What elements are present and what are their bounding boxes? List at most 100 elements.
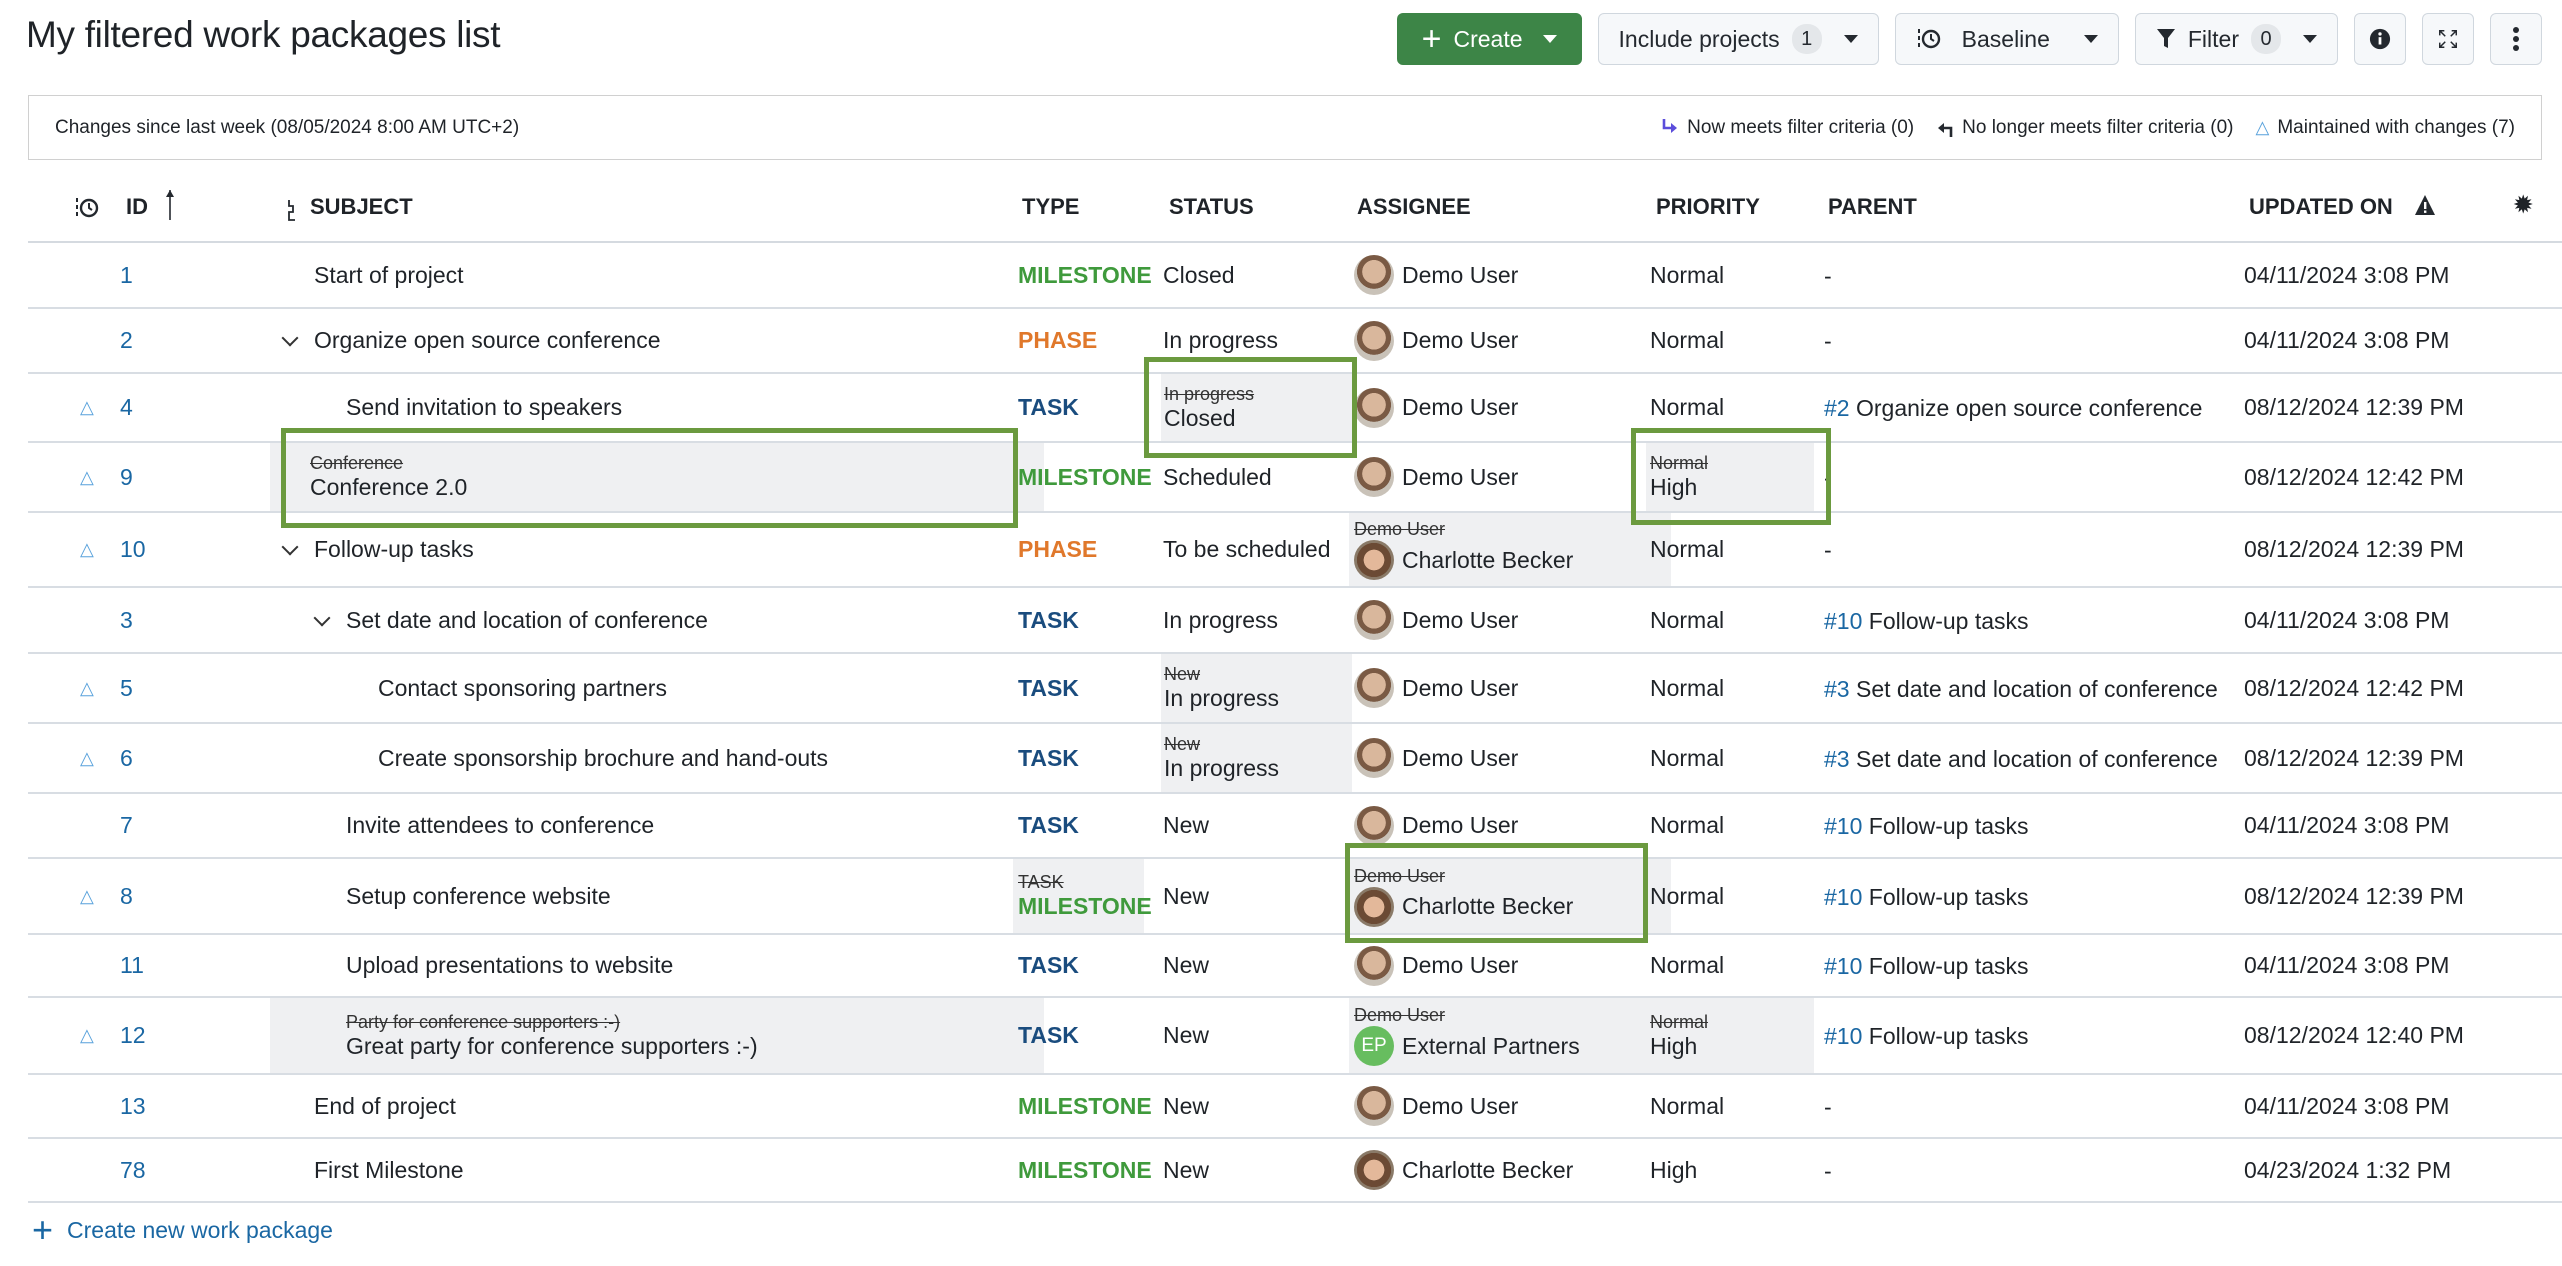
work-package-id-link[interactable]: 1 — [120, 261, 133, 288]
subject-cell[interactable]: First Milestone — [310, 1139, 1032, 1201]
table-row[interactable]: △ 9 Conference Conference 2.0 MILESTONE Sched… — [28, 443, 2562, 513]
subject-cell[interactable]: Follow-up tasks — [281, 513, 1032, 586]
priority-cell[interactable]: Normal — [1650, 1075, 1810, 1137]
parent-id-link[interactable]: #10 — [1824, 608, 1863, 634]
chevron-down-icon[interactable] — [281, 538, 299, 556]
assignee-cell[interactable]: Charlotte Becker — [1354, 1139, 1654, 1201]
type-cell[interactable]: TASK — [1018, 654, 1158, 722]
parent-id-link[interactable]: #2 — [1824, 395, 1850, 421]
work-package-id-link[interactable]: 5 — [120, 674, 133, 701]
filter-button[interactable]: Filter 0 — [2134, 13, 2338, 65]
work-package-id-link[interactable]: 9 — [120, 463, 133, 490]
create-button[interactable]: + Create — [1396, 13, 1582, 65]
type-cell[interactable]: PHASE — [1018, 513, 1158, 586]
subject-cell[interactable]: Send invitation to speakers — [342, 374, 1032, 441]
assignee-cell[interactable]: Demo User — [1354, 309, 1654, 372]
assignee-cell[interactable]: Demo User — [1354, 794, 1654, 857]
table-row[interactable]: 78 First Milestone MILESTONE New Charlotte B… — [28, 1139, 2562, 1203]
parent-cell[interactable]: #10 Follow-up tasks — [1824, 859, 2244, 933]
priority-cell[interactable]: High — [1650, 1139, 1810, 1201]
assignee-cell[interactable]: Demo User — [1354, 588, 1654, 652]
column-header-parent[interactable]: PARENT — [1828, 194, 1917, 219]
parent-id-link[interactable]: #3 — [1824, 746, 1850, 772]
type-cell[interactable]: MILESTONE — [1018, 1139, 1158, 1201]
status-cell[interactable]: Scheduled — [1163, 443, 1353, 511]
table-row[interactable]: △ 8 Setup conference website TASK MILESTONE N… — [28, 859, 2562, 935]
priority-cell[interactable]: Normal High — [1646, 998, 1814, 1073]
priority-cell[interactable]: Normal — [1650, 654, 1810, 722]
column-header-assignee[interactable]: ASSIGNEE — [1357, 194, 1471, 219]
subject-cell[interactable]: Set date and location of conference — [313, 588, 1032, 652]
subject-cell[interactable]: Party for conference supporters :-) Great… — [270, 998, 1044, 1073]
assignee-cell[interactable]: Demo User — [1354, 443, 1654, 511]
table-row[interactable]: △ 5 Contact sponsoring partners TASK New In p… — [28, 654, 2562, 724]
subject-cell[interactable]: Organize open source conference — [281, 309, 1032, 372]
baseline-button[interactable]: Baseline — [1894, 13, 2119, 65]
table-row[interactable]: △ 12 Party for conference supporters :-) Gr… — [28, 998, 2562, 1075]
subject-cell[interactable]: Setup conference website — [342, 859, 1032, 933]
table-row[interactable]: 2 Organize open source conference PHASE In … — [28, 309, 2562, 374]
type-cell[interactable]: MILESTONE — [1018, 1075, 1158, 1137]
column-header-subject[interactable]: SUBJECT — [310, 194, 413, 219]
parent-cell[interactable]: - — [1824, 309, 2244, 372]
type-cell[interactable]: TASK — [1018, 374, 1158, 441]
status-cell[interactable]: New — [1163, 794, 1353, 857]
table-row[interactable]: △ 4 Send invitation to speakers TASK In prog… — [28, 374, 2562, 443]
baseline-clock-icon[interactable] — [74, 196, 100, 220]
work-package-id-link[interactable]: 7 — [120, 812, 133, 838]
settings-gear-icon[interactable]: ✹ — [2514, 192, 2533, 217]
type-cell[interactable]: TASK — [1018, 588, 1158, 652]
type-cell[interactable]: TASK — [1018, 724, 1158, 792]
status-cell[interactable]: In progress Closed — [1161, 374, 1352, 441]
table-row[interactable]: 1 Start of project MILESTONE Closed Demo Use… — [28, 243, 2562, 309]
priority-cell[interactable]: Normal — [1650, 859, 1810, 933]
parent-cell[interactable]: #10 Follow-up tasks — [1824, 935, 2244, 996]
assignee-cell[interactable]: Demo User — [1354, 243, 1654, 307]
chevron-down-icon[interactable] — [281, 329, 299, 347]
work-package-id-link[interactable]: 4 — [120, 394, 133, 420]
type-cell[interactable]: MILESTONE — [1018, 243, 1158, 307]
parent-cell[interactable]: - — [1824, 1139, 2244, 1201]
work-package-id-link[interactable]: 10 — [120, 536, 146, 562]
assignee-cell[interactable]: Demo User Charlotte Becker — [1349, 859, 1671, 933]
status-cell[interactable]: New — [1163, 859, 1353, 933]
status-cell[interactable]: New In progress — [1161, 724, 1352, 792]
parent-cell[interactable]: #3 Set date and location of conference — [1824, 724, 2244, 792]
status-cell[interactable]: New — [1163, 1075, 1353, 1137]
parent-cell[interactable]: - — [1824, 243, 2244, 307]
priority-cell[interactable]: Normal — [1650, 588, 1810, 652]
column-header-updated-on[interactable]: UPDATED ON — [2249, 194, 2393, 219]
parent-id-link[interactable]: #3 — [1824, 676, 1850, 702]
type-cell[interactable]: PHASE — [1018, 309, 1158, 372]
table-row[interactable]: △ 6 Create sponsorship brochure and hand-o… — [28, 724, 2562, 794]
create-new-work-package-link[interactable]: + Create new work package — [32, 1212, 333, 1248]
work-package-id-link[interactable]: 12 — [120, 1022, 146, 1048]
work-package-id-link[interactable]: 6 — [120, 744, 133, 771]
assignee-cell[interactable]: Demo User — [1354, 654, 1654, 722]
include-projects-button[interactable]: Include projects 1 — [1597, 13, 1879, 65]
info-button[interactable] — [2354, 13, 2406, 65]
type-cell[interactable]: TASK MILESTONE — [1013, 859, 1152, 933]
priority-cell[interactable]: Normal — [1650, 935, 1810, 996]
assignee-cell[interactable]: Demo User — [1354, 1075, 1654, 1137]
priority-cell[interactable]: Normal — [1650, 309, 1810, 372]
status-cell[interactable]: New — [1163, 1139, 1353, 1201]
subject-cell[interactable]: Upload presentations to website — [342, 935, 1032, 996]
work-package-id-link[interactable]: 11 — [120, 952, 144, 978]
status-cell[interactable]: To be scheduled — [1163, 513, 1353, 586]
fullscreen-button[interactable] — [2422, 13, 2474, 65]
priority-cell[interactable]: Normal High — [1646, 443, 1814, 511]
work-package-id-link[interactable]: 8 — [120, 882, 133, 909]
table-row[interactable]: 13 End of project MILESTONE New Demo User Nor… — [28, 1075, 2562, 1139]
parent-id-link[interactable]: #10 — [1824, 813, 1863, 839]
column-header-priority[interactable]: PRIORITY — [1656, 194, 1760, 219]
table-row[interactable]: △ 10 Follow-up tasks PHASE To be scheduled De… — [28, 513, 2562, 588]
status-cell[interactable]: New — [1163, 935, 1353, 996]
parent-cell[interactable]: - — [1824, 1075, 2244, 1137]
work-package-id-link[interactable]: 13 — [120, 1092, 146, 1119]
status-cell[interactable]: In progress — [1163, 588, 1353, 652]
column-header-type[interactable]: TYPE — [1022, 194, 1080, 219]
work-package-id-link[interactable]: 2 — [120, 327, 133, 353]
status-cell[interactable]: New — [1163, 998, 1353, 1073]
table-row[interactable]: 3 Set date and location of conference TASK… — [28, 588, 2562, 654]
